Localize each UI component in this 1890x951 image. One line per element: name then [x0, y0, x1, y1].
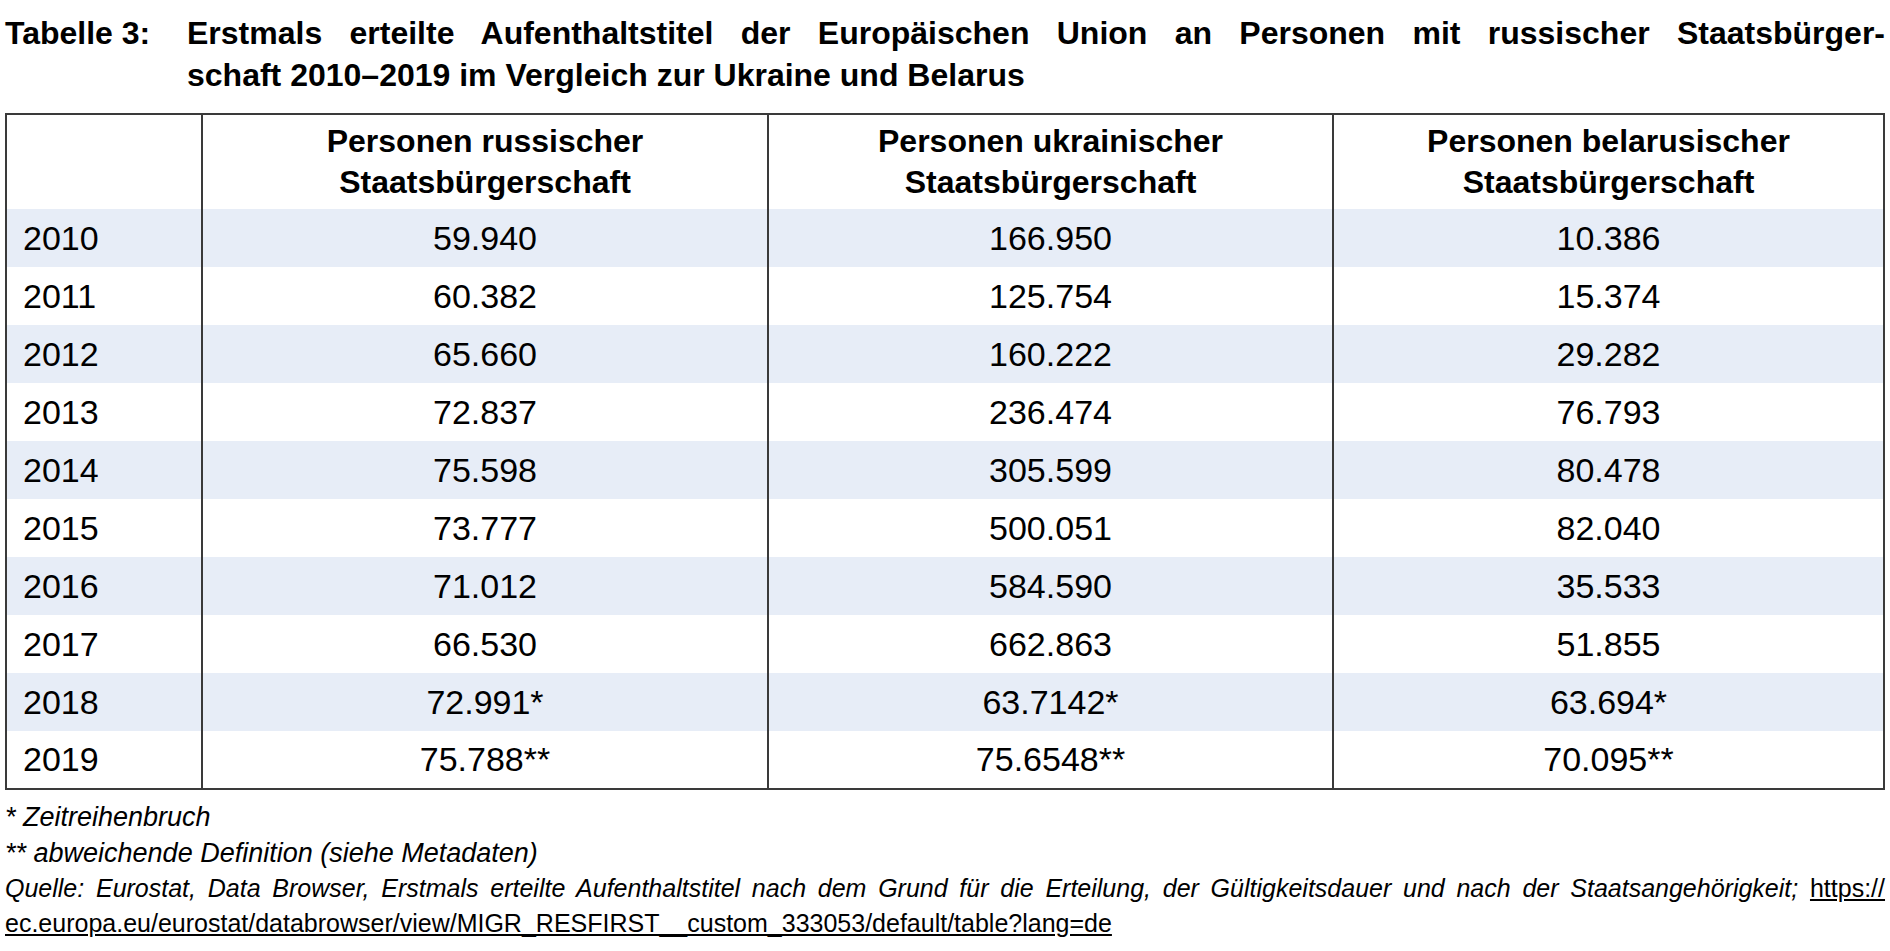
- table-row: 2011 60.382 125.754 15.374: [6, 267, 1884, 325]
- year-cell: 2012: [6, 325, 202, 383]
- table-caption-label: Tabelle 3:: [5, 12, 187, 96]
- value-cell-russia: 72.991*: [202, 673, 768, 731]
- source-line: Quelle: Eurostat, Data Browser, Erstmals…: [5, 871, 1885, 941]
- footnote-abweichende-definition: ** abweichende Definition (siehe Metadat…: [5, 835, 1885, 871]
- table-header-row: Personen russischer Staatsbürgerschaft P…: [6, 114, 1884, 209]
- year-cell: 2011: [6, 267, 202, 325]
- value-cell-russia: 72.837: [202, 383, 768, 441]
- table-row: 2017 66.530 662.863 51.855: [6, 615, 1884, 673]
- value-cell-belarus: 15.374: [1333, 267, 1884, 325]
- value-cell-belarus: 76.793: [1333, 383, 1884, 441]
- footnote-zeitreihenbruch: * Zeitreihenbruch: [5, 799, 1885, 835]
- value-cell-belarus: 80.478: [1333, 441, 1884, 499]
- value-cell-belarus: 70.095**: [1333, 731, 1884, 789]
- residence-permits-table: Personen russischer Staatsbürgerschaft P…: [5, 113, 1885, 790]
- header-empty-cell: [6, 114, 202, 209]
- source-citation-text: Quelle: Eurostat, Data Browser, Erstmals…: [5, 874, 1798, 902]
- value-cell-russia: 60.382: [202, 267, 768, 325]
- table-caption-title: Erstmals erteilte Aufenthaltstitel der E…: [187, 12, 1885, 96]
- table-row: 2019 75.788** 75.6548** 70.095**: [6, 731, 1884, 789]
- document-page: Tabelle 3: Erstmals erteilte Aufenthalts…: [0, 0, 1890, 951]
- value-cell-ukraine: 584.590: [768, 557, 1333, 615]
- value-cell-belarus: 35.533: [1333, 557, 1884, 615]
- value-cell-ukraine: 166.950: [768, 209, 1333, 267]
- value-cell-ukraine: 63.7142*: [768, 673, 1333, 731]
- table-row: 2018 72.991* 63.7142* 63.694*: [6, 673, 1884, 731]
- value-cell-ukraine: 305.599: [768, 441, 1333, 499]
- table-row: 2010 59.940 166.950 10.386: [6, 209, 1884, 267]
- value-cell-ukraine: 160.222: [768, 325, 1333, 383]
- header-russian-citizens: Personen russischer Staatsbürgerschaft: [202, 114, 768, 209]
- year-cell: 2014: [6, 441, 202, 499]
- table-row: 2013 72.837 236.474 76.793: [6, 383, 1884, 441]
- value-cell-russia: 75.788**: [202, 731, 768, 789]
- source-url-part1[interactable]: https://: [1810, 874, 1885, 902]
- year-cell: 2018: [6, 673, 202, 731]
- value-cell-russia: 65.660: [202, 325, 768, 383]
- value-cell-russia: 73.777: [202, 499, 768, 557]
- value-cell-ukraine: 125.754: [768, 267, 1333, 325]
- source-text-line1: Quelle: Eurostat, Data Browser, Erstmals…: [5, 871, 1885, 906]
- value-cell-ukraine: 500.051: [768, 499, 1333, 557]
- value-cell-belarus: 63.694*: [1333, 673, 1884, 731]
- year-cell: 2019: [6, 731, 202, 789]
- header-belarusian-citizens: Personen belarusischer Staatsbürgerschaf…: [1333, 114, 1884, 209]
- source-text-line2: ec.europa.eu/eurostat/databrowser/view/M…: [5, 906, 1885, 941]
- value-cell-belarus: 10.386: [1333, 209, 1884, 267]
- value-cell-ukraine: 75.6548**: [768, 731, 1333, 789]
- value-cell-ukraine: 662.863: [768, 615, 1333, 673]
- year-cell: 2010: [6, 209, 202, 267]
- value-cell-russia: 71.012: [202, 557, 768, 615]
- year-cell: 2016: [6, 557, 202, 615]
- table-caption-title-line1: Erstmals erteilte Aufenthaltstitel der E…: [187, 12, 1885, 54]
- table-caption-title-line2: schaft 2010–2019 im Vergleich zur Ukrain…: [187, 54, 1885, 96]
- year-cell: 2013: [6, 383, 202, 441]
- value-cell-belarus: 51.855: [1333, 615, 1884, 673]
- table-notes: * Zeitreihenbruch ** abweichende Definit…: [5, 799, 1885, 941]
- table-row: 2014 75.598 305.599 80.478: [6, 441, 1884, 499]
- value-cell-russia: 59.940: [202, 209, 768, 267]
- value-cell-belarus: 29.282: [1333, 325, 1884, 383]
- table-row: 2015 73.777 500.051 82.040: [6, 499, 1884, 557]
- value-cell-russia: 66.530: [202, 615, 768, 673]
- table-caption: Tabelle 3: Erstmals erteilte Aufenthalts…: [5, 12, 1885, 96]
- year-cell: 2015: [6, 499, 202, 557]
- table-row: 2012 65.660 160.222 29.282: [6, 325, 1884, 383]
- value-cell-russia: 75.598: [202, 441, 768, 499]
- header-ukrainian-citizens: Personen ukrainischer Staatsbürgerschaft: [768, 114, 1333, 209]
- value-cell-belarus: 82.040: [1333, 499, 1884, 557]
- value-cell-ukraine: 236.474: [768, 383, 1333, 441]
- table-row: 2016 71.012 584.590 35.533: [6, 557, 1884, 615]
- source-url-part2[interactable]: ec.europa.eu/eurostat/databrowser/view/M…: [5, 909, 1112, 937]
- year-cell: 2017: [6, 615, 202, 673]
